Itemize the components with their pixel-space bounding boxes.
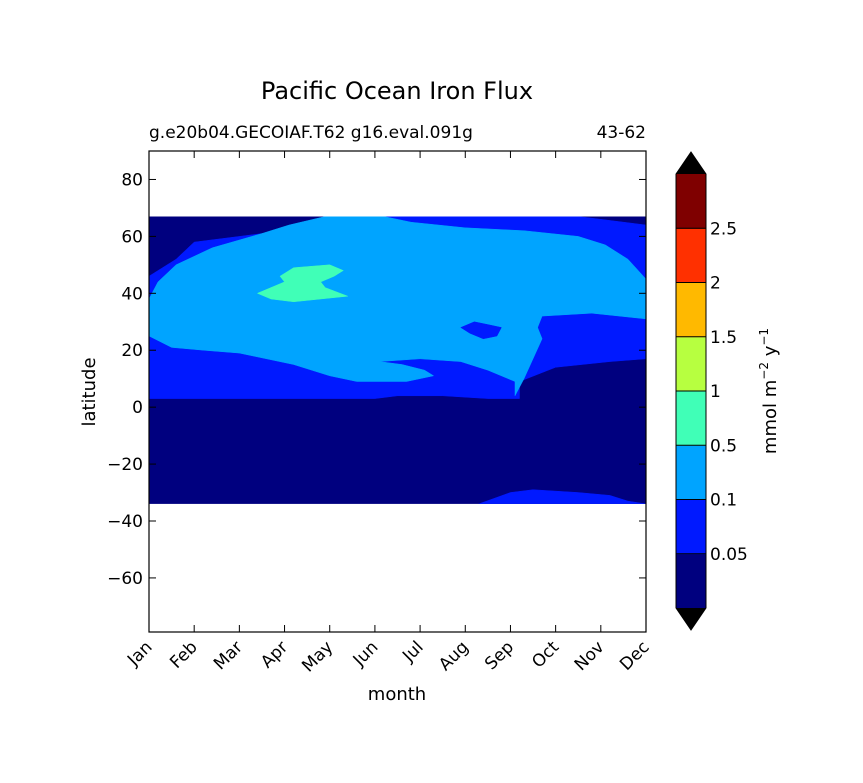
y-tick-label: −40 <box>107 512 143 532</box>
colorbar-label-mid: y <box>760 345 781 362</box>
colorbar-label-exp2: −1 <box>757 328 771 346</box>
colorbar-segment <box>676 336 706 392</box>
colorbar-segment <box>676 445 706 500</box>
chart-subtitle-right: 43-62 <box>597 123 646 143</box>
contour-region-2 <box>478 489 646 504</box>
x-tick-label: Apr <box>257 637 292 672</box>
chart-title: Pacific Ocean Iron Flux <box>261 77 533 105</box>
plot-frame <box>148 150 647 633</box>
x-tick-label: Nov <box>571 637 609 675</box>
x-axis-label: month <box>368 684 426 705</box>
chart-subtitle-left: g.e20b04.GECOIAF.T62 g16.eval.091g <box>149 123 473 143</box>
y-tick-label: 80 <box>121 170 143 190</box>
colorbar-extend-min <box>676 608 706 630</box>
colorbar-segment <box>676 499 706 555</box>
y-axis-label: latitude <box>79 357 100 426</box>
colorbar: 0.05 0.1 0.5 1 1.5 2 2.5 <box>675 151 748 631</box>
y-tick-label: 60 <box>121 227 143 247</box>
colorbar-segment <box>676 282 706 338</box>
contour-region-5 <box>256 264 348 303</box>
colorbar-outline <box>675 151 707 631</box>
x-tick-label: May <box>298 637 337 676</box>
contour-field <box>149 216 646 504</box>
x-tick-label: Mar <box>210 637 247 674</box>
x-tick-label: Aug <box>435 637 473 675</box>
x-tick-label: Jan <box>123 637 156 670</box>
y-tick-label: −20 <box>107 455 143 475</box>
contour-region-4 <box>460 321 502 340</box>
colorbar-segment <box>676 391 706 446</box>
colorbar-segment <box>676 553 706 609</box>
colorbar-tick-label: 0.05 <box>710 545 748 565</box>
x-tick-label: Sep <box>481 637 518 674</box>
colorbar-tick-label: 0.1 <box>710 491 737 511</box>
x-tick-label: Dec <box>616 637 653 674</box>
colorbar-segment <box>676 174 706 229</box>
colorbar-tick-label: 2 <box>710 274 721 294</box>
x-tick-label: Feb <box>166 637 201 672</box>
colorbar-tick-label: 0.5 <box>710 436 737 456</box>
contour-region-3 <box>149 216 646 396</box>
y-tick-label: 40 <box>121 284 143 304</box>
y-tick-label: 20 <box>121 341 143 361</box>
colorbar-tick-label: 2.5 <box>710 219 737 239</box>
y-tick-label: 0 <box>132 398 143 418</box>
colorbar-label: mmol m−2 y−1 <box>757 328 781 454</box>
plot-area <box>148 150 647 633</box>
x-tick-label: Jun <box>349 637 383 671</box>
colorbar-extend-max <box>676 152 706 174</box>
y-tick-label: −60 <box>107 569 143 589</box>
x-tick-label: Jul <box>398 637 427 666</box>
y-axis: −60 −40 −20 0 20 40 60 80 <box>107 170 646 589</box>
colorbar-tick-label: 1.5 <box>710 328 737 348</box>
x-tick-label: Oct <box>528 637 563 672</box>
colorbar-label-exp1: −2 <box>757 362 771 380</box>
colorbar-label-main: mmol m <box>760 380 781 454</box>
colorbar-tick-label: 1 <box>710 382 721 402</box>
colorbar-segment <box>676 228 706 283</box>
